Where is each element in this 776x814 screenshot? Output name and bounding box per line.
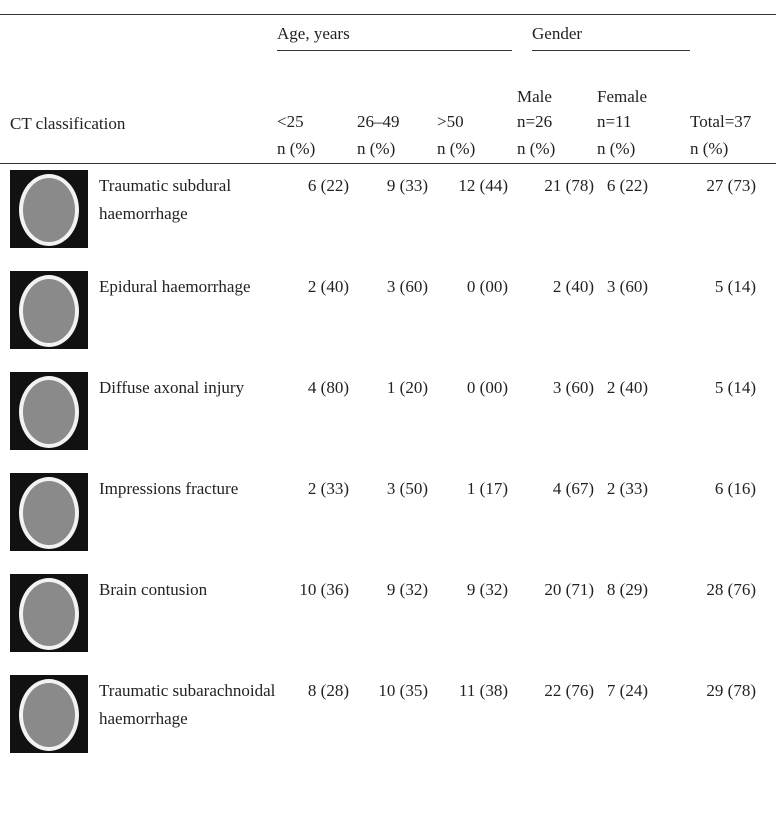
ct-image: [10, 372, 88, 450]
cell: 2 (33): [606, 479, 648, 498]
ct-image: [10, 473, 88, 551]
cell: 5 (14): [714, 378, 756, 397]
cell: 27 (73): [706, 176, 756, 195]
column-unit: n (%): [690, 139, 729, 158]
cell: 29 (78): [706, 681, 756, 700]
ct-image: [10, 170, 88, 248]
row-label: Traumatic subdural haemorrhage: [99, 176, 232, 223]
column-unit: n (%): [597, 139, 636, 158]
cell: 0 (00): [466, 277, 508, 296]
cell: 2 (40): [307, 277, 349, 296]
cell: 4 (80): [307, 378, 349, 397]
header-rule: [0, 163, 776, 164]
cell: 2 (33): [307, 479, 349, 498]
row-label: Diffuse axonal injury: [99, 378, 245, 397]
cell: 3 (50): [386, 479, 428, 498]
column-name: Female: [597, 87, 648, 106]
column-unit: n (%): [357, 139, 396, 158]
column-label: n=11: [597, 112, 632, 131]
row-label: Brain contusion: [99, 580, 208, 599]
ct-image: [10, 271, 88, 349]
cell: 2 (40): [606, 378, 648, 397]
cell: 9 (32): [386, 580, 428, 599]
group-rule: [532, 50, 690, 51]
cell: 9 (32): [466, 580, 508, 599]
row-label: Traumatic subarachnoidal haemorrhage: [99, 681, 276, 728]
column-label: Total=37: [690, 112, 752, 131]
column-unit: n (%): [437, 139, 476, 158]
group-header: Gender: [532, 24, 583, 43]
top-rule: [0, 14, 776, 15]
cell: 12 (44): [458, 176, 508, 195]
cell: 10 (36): [299, 580, 349, 599]
row-label: Impressions fracture: [99, 479, 239, 498]
cell: 21 (78): [544, 176, 594, 195]
cell: 28 (76): [706, 580, 756, 599]
cell: 8 (29): [606, 580, 648, 599]
cell: 0 (00): [466, 378, 508, 397]
cell: 6 (16): [714, 479, 756, 498]
column-unit: n (%): [517, 139, 556, 158]
cell: 1 (17): [466, 479, 508, 498]
cell: 8 (28): [307, 681, 349, 700]
cell: 22 (76): [544, 681, 594, 700]
cell: 9 (33): [386, 176, 428, 195]
column-label: <25: [277, 112, 304, 131]
cell: 7 (24): [606, 681, 648, 700]
row-header: CT classification: [10, 114, 126, 133]
cell: 2 (40): [552, 277, 594, 296]
ct-image: [10, 574, 88, 652]
group-rule: [277, 50, 512, 51]
cell: 10 (35): [378, 681, 428, 700]
cell: 1 (20): [386, 378, 428, 397]
column-label: 26–49: [357, 112, 400, 131]
column-label: n=26: [517, 112, 553, 131]
column-name: Male: [517, 87, 552, 106]
column-label: >50: [437, 112, 464, 131]
cell: 5 (14): [714, 277, 756, 296]
cell: 4 (67): [552, 479, 594, 498]
cell: 3 (60): [386, 277, 428, 296]
ct-image: [10, 675, 88, 753]
row-label: Epidural haemorrhage: [99, 277, 251, 296]
group-header: Age, years: [277, 24, 350, 43]
cell: 11 (38): [459, 681, 508, 700]
cell: 20 (71): [544, 580, 594, 599]
cell: 6 (22): [307, 176, 349, 195]
cell: 3 (60): [606, 277, 648, 296]
cell: 3 (60): [552, 378, 594, 397]
cell: 6 (22): [606, 176, 648, 195]
column-unit: n (%): [277, 139, 316, 158]
